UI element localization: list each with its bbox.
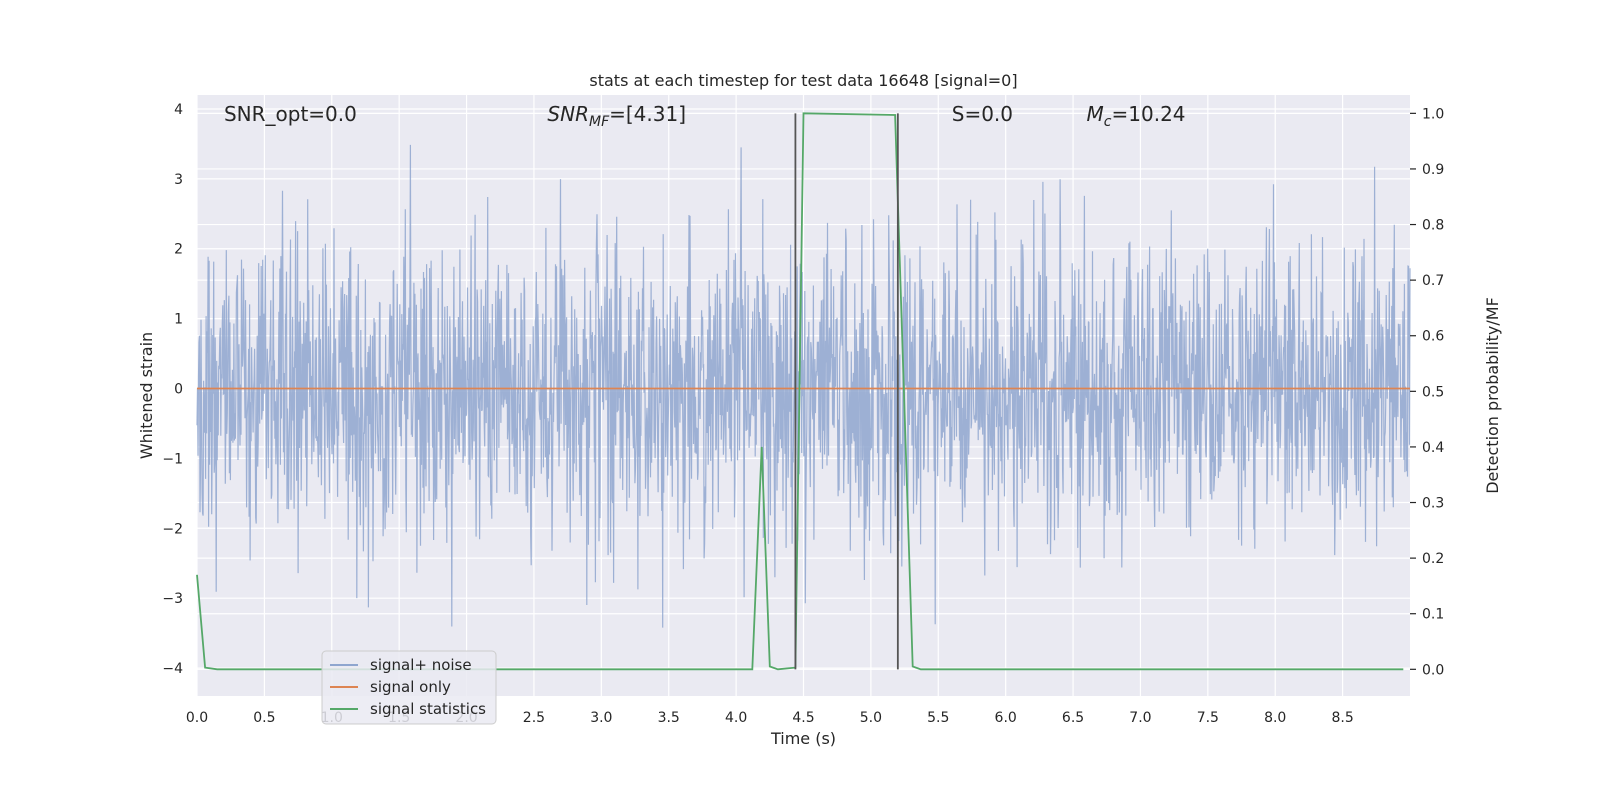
y-axis-label: Whitened strain [137,332,156,459]
y-axis-ticks: −4 −3 −2 −1 0 1 2 3 4 [162,102,183,677]
y-tick-label: 1 [174,312,183,328]
x-tick-label: 3.0 [590,710,612,726]
legend: signal+ noise signal only signal statistic… [321,650,497,725]
annotation-suffix: =10.24 [1112,102,1186,126]
y-tick-label: −3 [162,591,183,607]
annotation-text: Mc=10.24 [1087,102,1186,130]
y-tick-label-right: 0.1 [1422,607,1444,623]
x-tick-label: 7.5 [1197,710,1219,726]
annotation-main: M [1087,102,1104,126]
x-tick-label: 4.5 [792,710,814,726]
x-tick-label: 0.0 [186,710,208,726]
y-tick-label: −2 [162,521,183,537]
x-tick-label: 6.0 [995,710,1017,726]
x-tick-label: 2.5 [523,710,545,726]
x-tick-label: 8.5 [1331,710,1353,726]
vertical-markers [794,113,899,670]
x-tick-label: 8.0 [1264,710,1286,726]
legend-box [321,650,497,725]
chart-title: stats at each timestep for test data 166… [589,71,1017,90]
x-axis-label: Time (s) [770,729,836,748]
annotation-suffix: =[4.31] [609,102,686,126]
annotation-subscript: c [1104,114,1112,130]
x-tick-label: 5.5 [927,710,949,726]
annotation-main: SNR [547,102,589,126]
annotation-text: SNRMF=[4.31] [547,102,686,130]
series-line-signal-plus-noise [196,144,1411,635]
annotation-text: S=0.0 [952,102,1013,126]
series-line-signal-statistics [196,112,1404,671]
annotations: SNR_opt=0.0 SNRMF=[4.31] S=0.0 Mc=10.24 [224,102,1186,130]
y-tick-label-right: 0.9 [1422,162,1444,178]
series-signal-plus-noise [196,144,1411,635]
legend-entry: signal only [370,678,451,696]
y-tick-label: 4 [174,102,183,118]
y-tick-label-right: 0.3 [1422,496,1444,512]
y-tick-label: −4 [162,661,183,677]
x-tick-label: 3.5 [658,710,680,726]
y-tick-label: 0 [174,382,183,398]
x-tick-label: 6.5 [1062,710,1084,726]
y-tick-label-right: 0.6 [1422,329,1444,345]
y-tick-label: −1 [162,451,183,467]
y-tick-label-right: 0.0 [1422,662,1444,678]
annotation-main: SNR_opt=0.0 [224,102,357,126]
annotation-subscript: MF [589,114,610,130]
y-tick-label-right: 0.5 [1422,384,1444,400]
legend-entry: signal+ noise [370,656,472,674]
y-tick-label-right: 0.8 [1422,218,1444,234]
y-tick-label: 3 [174,172,183,188]
x-tick-label: 0.5 [253,710,275,726]
x-tick-label: 4.0 [725,710,747,726]
y-tick-label-right: 0.2 [1422,551,1444,567]
x-tick-label: 5.0 [860,710,882,726]
x-tick-label: 7.0 [1129,710,1151,726]
series-lines [196,112,1410,671]
annotation-main: S [952,102,965,126]
annotation-suffix: =0.0 [964,102,1013,126]
legend-entry: signal statistics [370,700,486,718]
y-tick-label-right: 0.7 [1422,273,1444,289]
y-axis-right-label: Detection probability/MF [1483,297,1502,494]
y-tick-label-right: 1.0 [1422,106,1444,122]
y-axis-right-ticks: 0.0 0.1 0.2 0.3 0.4 0.5 0.6 0.7 0.8 0.9 1.0 [1410,106,1444,678]
y-tick-label: 2 [174,242,183,258]
y-tick-label-right: 0.4 [1422,440,1444,456]
annotation-text: SNR_opt=0.0 [224,102,357,126]
